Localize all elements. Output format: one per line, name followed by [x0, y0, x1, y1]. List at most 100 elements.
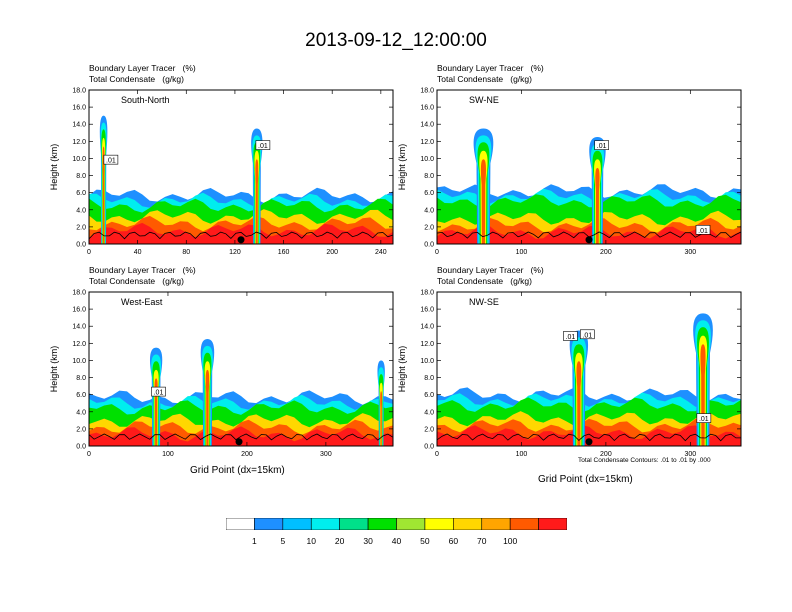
colorbar-swatch-3	[310, 518, 340, 530]
ytick-label-1: 2.0	[76, 426, 86, 433]
panel-2-title-line2: Total Condensate (g/kg)	[437, 74, 532, 84]
ytick-label-2: 4.0	[424, 207, 434, 214]
ytick-label-6: 12.0	[72, 139, 86, 146]
ytick-label-4: 8.0	[424, 375, 434, 382]
panel-annotation: SW-NE	[469, 95, 499, 105]
ytick-label-4: 8.0	[76, 375, 86, 382]
panel-4-title-line1: Boundary Layer Tracer (%)	[437, 265, 544, 275]
panel-4-header: Boundary Layer Tracer (%) Total Condensat…	[437, 265, 544, 287]
colorbar-label-8: 70	[477, 536, 487, 546]
ytick-label-8: 16.0	[420, 307, 434, 314]
ytick-label-3: 6.0	[424, 190, 434, 197]
colorbar-swatch-2	[282, 518, 312, 530]
ytick-label-8: 16.0	[72, 105, 86, 112]
xtick-label-4: 160	[278, 249, 290, 256]
contour-label-1: .01	[698, 228, 708, 235]
tracer-band-5	[437, 424, 741, 446]
terrain-line	[436, 231, 742, 239]
plume-0-layer-4	[102, 146, 105, 244]
colorbar-label-9: 100	[503, 536, 518, 546]
ytick-label-5: 10.0	[420, 358, 434, 365]
xtick-label-0: 0	[435, 249, 439, 256]
colorbar-swatch-5	[367, 518, 397, 530]
tracer-band-5	[89, 222, 393, 244]
ytick-label-7: 14.0	[72, 324, 86, 331]
colorbar-swatch-11	[538, 518, 567, 530]
panel-4-xlabel: Grid Point (dx=15km)	[538, 474, 633, 485]
colorbar-swatch-9	[481, 518, 511, 530]
tracer-band-5	[437, 224, 741, 244]
ytick-label-7: 14.0	[72, 122, 86, 129]
plot-frame	[88, 291, 394, 447]
panel-3-xlabel: Grid Point (dx=15km)	[190, 465, 285, 476]
location-marker	[585, 438, 593, 446]
ytick-label-1: 2.0	[424, 224, 434, 231]
ytick-label-6: 12.0	[420, 139, 434, 146]
colorbar-swatch-7	[424, 518, 454, 530]
panel-1-title-line1: Boundary Layer Tracer (%)	[89, 63, 196, 73]
colorbar-swatch-1	[254, 518, 284, 530]
ytick-label-8: 16.0	[420, 105, 434, 112]
panel-3-title-line2: Total Condensate (g/kg)	[89, 276, 184, 286]
location-marker	[235, 438, 243, 446]
panel-annotation: South-North	[121, 95, 170, 105]
xtick-label-1: 40	[134, 249, 142, 256]
xtick-label-1: 100	[516, 249, 528, 256]
contour-label-box-0	[103, 154, 119, 165]
panel-2-title-line1: Boundary Layer Tracer (%)	[437, 63, 544, 73]
ytick-label-0: 0.0	[424, 242, 434, 249]
contour-label-box-2	[696, 413, 712, 423]
plume-0-layer-4	[480, 159, 487, 244]
contour-label-box-1	[695, 225, 711, 235]
plume-0-layer-4	[576, 361, 582, 446]
plot-frame	[436, 89, 742, 245]
ytick-label-3: 6.0	[76, 392, 86, 399]
ytick-label-9: 18.0	[72, 290, 86, 297]
xtick-label-0: 0	[435, 451, 439, 458]
colorbar-label-1: 5	[280, 536, 286, 546]
xtick-label-3: 300	[684, 451, 696, 458]
ytick-label-1: 2.0	[424, 426, 434, 433]
ytick-label-2: 4.0	[76, 207, 86, 214]
main-title: 2013-09-12_12:00:00	[305, 30, 487, 51]
ytick-label-7: 14.0	[420, 324, 434, 331]
ytick-label-6: 12.0	[420, 341, 434, 348]
colorbar-swatch-10	[509, 518, 539, 530]
xtick-label-5: 200	[326, 249, 338, 256]
colorbar-label-4: 30	[363, 536, 373, 546]
ylabel: Height (km)	[397, 346, 407, 393]
ytick-label-5: 10.0	[420, 156, 434, 163]
colorbar-label-7: 60	[448, 536, 459, 546]
contour-label-1: .01	[582, 332, 592, 339]
ytick-label-8: 16.0	[72, 307, 86, 314]
ylabel: Height (km)	[49, 346, 59, 393]
location-marker	[237, 236, 245, 244]
ytick-label-0: 0.0	[76, 242, 86, 249]
panel-1-header: Boundary Layer Tracer (%) Total Condensat…	[89, 63, 196, 85]
ytick-label-5: 10.0	[72, 358, 86, 365]
colorbar-label-6: 50	[420, 536, 430, 546]
colorbar-label-0: 1	[252, 536, 257, 546]
colorbar-swatch-6	[396, 518, 426, 530]
location-marker	[585, 236, 593, 244]
ytick-label-7: 14.0	[420, 122, 434, 129]
contour-footnote: Total Condensate Contours: .01 to .01 by…	[578, 457, 711, 464]
ytick-label-5: 10.0	[72, 156, 86, 163]
panel-1-title-line2: Total Condensate (g/kg)	[89, 74, 184, 84]
colorbar	[226, 518, 567, 530]
xtick-label-6: 240	[375, 249, 387, 256]
plume-1-layer-4	[595, 167, 600, 244]
panel-west-east: .01 0.0 2.0 4.0 6.0 8.0 10.0 12.0 14.0 16.0 18.0 0 1…	[49, 290, 394, 458]
contour-label-0: .01	[566, 334, 576, 341]
panel-annotation: NW-SE	[469, 297, 499, 307]
ylabel: Height (km)	[49, 144, 59, 191]
plot-frame	[436, 291, 742, 447]
ytick-label-2: 4.0	[76, 409, 86, 416]
panel-3-header: Boundary Layer Tracer (%) Total Condensat…	[89, 265, 196, 287]
xtick-label-3: 300	[320, 451, 332, 458]
panel-3-title-line1: Boundary Layer Tracer (%)	[89, 265, 196, 275]
ytick-label-2: 4.0	[424, 409, 434, 416]
ylabel: Height (km)	[397, 144, 407, 191]
colorbar-swatch-0	[226, 518, 255, 530]
ytick-label-1: 2.0	[76, 224, 86, 231]
